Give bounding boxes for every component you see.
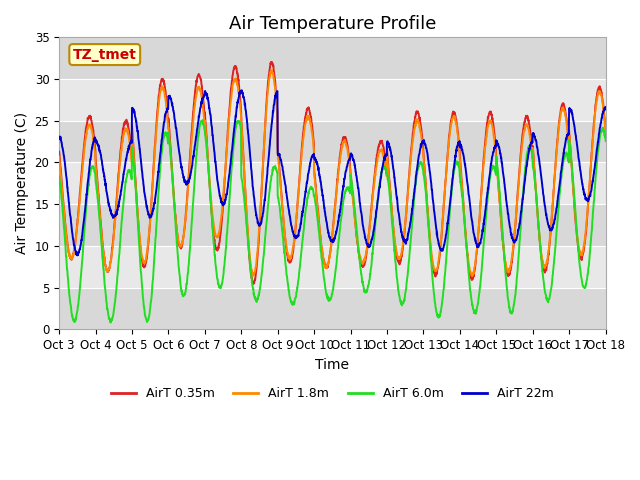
Title: Air Temperature Profile: Air Temperature Profile — [228, 15, 436, 33]
Bar — [59, 37, 605, 79]
Bar — [59, 204, 605, 246]
Bar — [59, 79, 605, 121]
Bar — [59, 121, 605, 163]
Y-axis label: Air Termperature (C): Air Termperature (C) — [15, 112, 29, 254]
Legend: AirT 0.35m, AirT 1.8m, AirT 6.0m, AirT 22m: AirT 0.35m, AirT 1.8m, AirT 6.0m, AirT 2… — [106, 382, 559, 405]
Bar — [59, 246, 605, 288]
Bar — [59, 288, 605, 329]
Text: TZ_tmet: TZ_tmet — [73, 48, 137, 61]
Bar — [59, 163, 605, 204]
X-axis label: Time: Time — [316, 358, 349, 372]
